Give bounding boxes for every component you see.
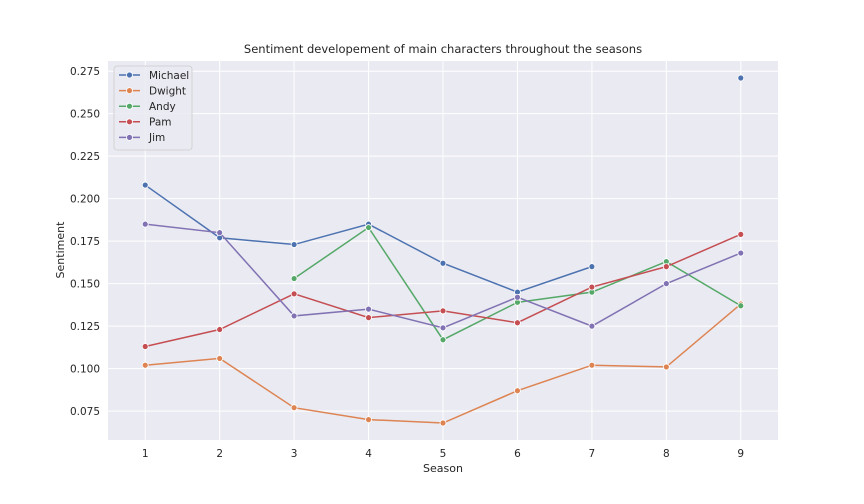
data-point-pam — [216, 326, 224, 333]
legend-box — [113, 65, 193, 151]
data-point-dwight — [141, 361, 149, 369]
data-point-jim — [216, 229, 224, 237]
x-tick-label: 2 — [216, 448, 223, 460]
data-point-pam — [662, 263, 670, 271]
legend-label: Jim — [148, 132, 165, 144]
legend-entry-jim: Jim — [119, 132, 165, 144]
data-point-dwight — [514, 387, 521, 395]
chart-title: Sentiment developement of main character… — [244, 42, 642, 56]
data-point-pam — [141, 343, 149, 350]
data-point-dwight — [588, 361, 596, 369]
series-dwight — [141, 300, 745, 427]
x-tick-label: 4 — [365, 448, 372, 460]
legend-entry-dwight: Dwight — [119, 85, 186, 97]
data-point-jim — [588, 322, 596, 330]
data-point-dwight — [439, 419, 447, 427]
y-tick-label: 0.150 — [70, 279, 100, 291]
legend: Michael Dwight Andy Pam Jim — [113, 65, 193, 151]
data-point-jim — [737, 249, 745, 257]
tick-labels: 0.075 0.100 0.125 0.150 0.175 0.200 0.225 0.250… — [70, 66, 744, 460]
x-axis-label: Season — [423, 462, 463, 475]
data-point-andy — [365, 224, 372, 231]
legend-swatch-marker — [126, 133, 133, 141]
data-point-pam — [588, 283, 596, 291]
data-point-jim — [141, 220, 149, 228]
x-tick-label: 6 — [514, 448, 521, 460]
data-point-jim — [439, 324, 447, 332]
data-point-pam — [290, 290, 298, 298]
legend-swatch-marker — [126, 87, 133, 94]
legend-swatch-marker — [126, 118, 133, 126]
y-tick-label: 0.075 — [70, 406, 100, 418]
data-point-pam — [514, 319, 521, 327]
x-tick-label: 5 — [440, 448, 447, 460]
legend-label: Dwight — [149, 85, 186, 97]
data-point-dwight — [216, 355, 224, 362]
x-tick-label: 8 — [663, 448, 670, 460]
series-pam — [141, 230, 745, 350]
data-point-jim — [290, 312, 298, 320]
data-point-jim — [514, 293, 521, 301]
series-andy — [290, 224, 745, 344]
data-point-michael — [141, 181, 149, 189]
data-point-michael — [439, 259, 447, 267]
data-point-pam — [737, 230, 745, 238]
legend-label: Michael — [149, 70, 189, 82]
legend-swatch-marker — [126, 71, 133, 79]
data-point-jim — [662, 280, 670, 288]
legend-entry-andy: Andy — [119, 101, 176, 113]
x-tick-label: 3 — [291, 448, 298, 460]
x-tick-label: 7 — [589, 448, 596, 460]
series-lines — [141, 74, 745, 427]
data-point-pam — [365, 314, 372, 322]
x-tick-label: 9 — [737, 448, 744, 460]
data-point-michael — [588, 263, 596, 271]
y-tick-label: 0.225 — [70, 151, 100, 163]
data-point-andy — [737, 302, 745, 310]
legend-swatch-marker — [126, 102, 133, 110]
y-tick-label: 0.250 — [70, 109, 100, 121]
legend-entry-michael: Michael — [119, 70, 189, 82]
data-point-dwight — [662, 363, 670, 371]
y-tick-label: 0.175 — [70, 236, 100, 248]
data-point-michael — [290, 241, 298, 248]
y-axis-label: Sentiment — [54, 221, 67, 279]
data-point-andy — [439, 336, 447, 344]
y-tick-label: 0.125 — [70, 321, 100, 333]
legend-entry-pam: Pam — [119, 117, 172, 129]
data-point-jim — [365, 305, 372, 313]
y-tick-label: 0.100 — [70, 364, 100, 376]
y-tick-label: 0.200 — [70, 194, 100, 206]
legend-label: Pam — [149, 117, 172, 129]
data-point-dwight — [365, 416, 372, 424]
data-point-andy — [290, 275, 298, 282]
data-point-dwight — [290, 404, 298, 412]
data-point-michael — [737, 74, 745, 82]
data-point-pam — [439, 307, 447, 315]
legend-label: Andy — [149, 101, 176, 113]
x-tick-label: 1 — [142, 448, 149, 460]
series-jim — [141, 220, 745, 332]
y-tick-label: 0.275 — [70, 66, 100, 78]
